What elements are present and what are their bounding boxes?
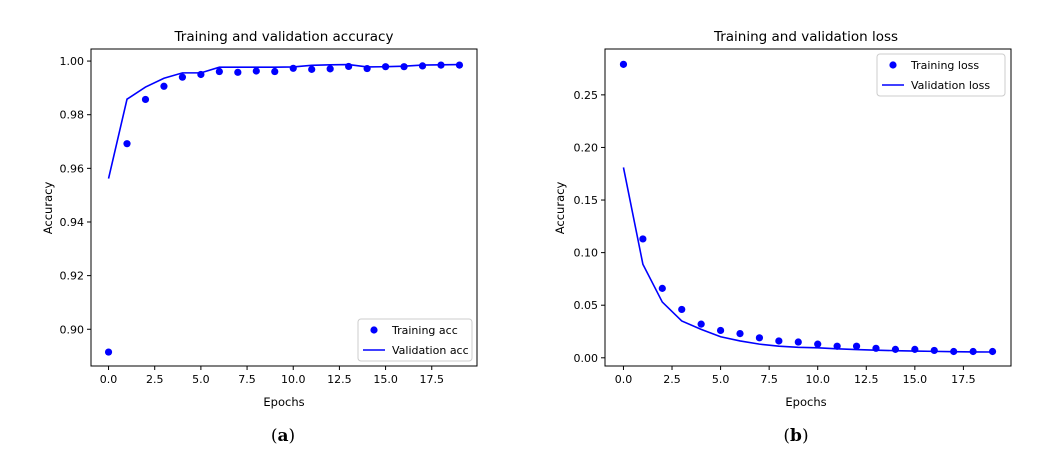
data-point: [678, 305, 686, 314]
y-tick-label: 0.15: [574, 194, 599, 207]
series-line: [107, 63, 460, 179]
x-axis: 0.0 2.5 5.0 7.5 10.0 12.5 15.0 17.5: [615, 366, 976, 386]
x-axis-label: Epochs: [263, 395, 304, 409]
data-point: [234, 68, 242, 76]
x-axis-label: Epochs: [785, 395, 826, 409]
x-tick-label: 10.0: [805, 373, 830, 386]
y-tick-label: 0.20: [574, 141, 599, 154]
legend-marker: [370, 326, 378, 334]
data-point: [619, 60, 628, 68]
legend: Training acc Validation acc: [357, 318, 473, 362]
data-point: [814, 340, 822, 348]
series-layer: [104, 61, 464, 356]
x-tick-label: 7.5: [238, 373, 256, 386]
x-tick-label: 15.0: [373, 373, 398, 386]
panel-letter: a: [277, 426, 288, 446]
data-point: [308, 65, 316, 73]
legend-label: Training acc: [391, 324, 458, 337]
series-layer: [619, 60, 997, 356]
y-tick-label: 0.10: [574, 247, 599, 260]
y-tick-label: 0.90: [60, 323, 85, 336]
panel-caption: (b): [783, 426, 808, 446]
data-point: [697, 320, 705, 328]
y-axis-label: Accuracy: [41, 182, 55, 235]
plot-frame: [604, 48, 1012, 367]
data-point: [755, 334, 764, 342]
data-point: [794, 338, 802, 346]
y-axis-label: Accuracy: [553, 182, 567, 235]
x-tick-label: 5.0: [712, 373, 730, 386]
data-point: [418, 62, 427, 70]
data-point: [252, 67, 260, 75]
y-tick-label: 1.00: [60, 55, 85, 68]
y-axis: 0.90 0.92 0.94 0.96 0.98 1.00: [60, 55, 91, 336]
data-point: [215, 67, 223, 76]
x-tick-label: 2.5: [146, 373, 164, 386]
y-axis: 0.00 0.05 0.10 0.15 0.20 0.25: [574, 89, 605, 365]
legend-label: Validation acc: [392, 344, 469, 357]
x-tick-label: 12.5: [327, 373, 352, 386]
data-point: [658, 284, 666, 292]
data-point: [736, 330, 744, 338]
x-tick-label: 17.5: [420, 373, 445, 386]
data-point: [326, 65, 334, 73]
data-point: [104, 348, 113, 356]
data-point: [852, 342, 861, 350]
series-line: [622, 167, 993, 353]
plot-frame: [90, 48, 478, 367]
x-tick-label: 2.5: [663, 373, 681, 386]
data-point: [289, 64, 297, 72]
x-tick-label: 7.5: [760, 373, 778, 386]
legend: Training loss Validation loss: [876, 53, 1006, 97]
data-point: [775, 337, 783, 345]
accuracy-panel: Training and validation accuracy 0.900.9…: [41, 29, 478, 446]
x-tick-label: 0.0: [100, 373, 118, 386]
legend-label: Training loss: [910, 59, 979, 72]
data-point: [178, 73, 187, 81]
x-tick-label: 17.5: [951, 373, 976, 386]
y-tick-label: 0.00: [574, 352, 599, 365]
loss-panel: Training and validation loss 0.00 0.05 0.1…: [553, 29, 1012, 446]
panel-letter: b: [790, 426, 802, 446]
data-point: [716, 326, 725, 335]
legend-label: Validation loss: [911, 79, 990, 92]
data-point: [123, 140, 131, 148]
legend-box: [876, 53, 1006, 97]
chart-title: Training and validation accuracy: [174, 29, 394, 45]
data-point: [639, 235, 647, 243]
data-point: [891, 345, 900, 353]
panel-caption: (a): [271, 426, 295, 446]
x-tick-label: 5.0: [192, 373, 210, 386]
y-tick-label: 0.94: [60, 216, 85, 229]
y-tick-label: 0.05: [574, 299, 599, 312]
data-point: [930, 346, 938, 355]
x-tick-label: 15.0: [903, 373, 928, 386]
y-tick-label: 0.98: [60, 109, 85, 122]
x-tick-label: 12.5: [854, 373, 879, 386]
y-tick-label: 0.25: [574, 89, 599, 102]
legend-box: [357, 318, 473, 362]
x-tick-label: 0.0: [615, 373, 633, 386]
x-axis: 0.0 2.5 5.0 7.5 10.0 12.5 15.0 17.5: [100, 366, 444, 386]
data-point: [141, 95, 150, 104]
legend-marker: [889, 61, 897, 69]
data-point: [271, 67, 279, 76]
y-tick-label: 0.96: [60, 162, 85, 175]
x-tick-label: 10.0: [281, 373, 306, 386]
chart-title: Training and validation loss: [713, 29, 898, 45]
data-point: [160, 82, 168, 90]
y-tick-label: 0.92: [60, 270, 85, 283]
